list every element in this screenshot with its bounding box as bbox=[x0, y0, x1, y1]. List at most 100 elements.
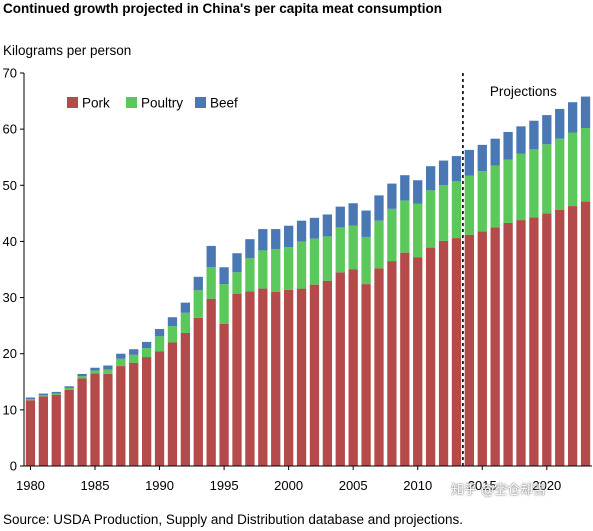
bar-pork-1996 bbox=[232, 293, 242, 466]
bar-poultry-2008 bbox=[387, 208, 397, 262]
bar-beef-1999 bbox=[271, 229, 281, 250]
bar-poultry-2016 bbox=[490, 165, 500, 228]
bar-beef-2005 bbox=[348, 203, 358, 226]
bar-beef-2013 bbox=[451, 156, 462, 182]
bar-pork-2009 bbox=[400, 252, 410, 466]
bar-poultry-1982 bbox=[51, 393, 61, 395]
bar-pork-2013 bbox=[451, 238, 462, 466]
bar-beef-2022 bbox=[567, 102, 578, 133]
bar-poultry-2015 bbox=[477, 171, 487, 232]
bar-poultry-1997 bbox=[245, 258, 255, 292]
bar-pork-2020 bbox=[542, 213, 552, 466]
bar-poultry-2003 bbox=[322, 236, 333, 281]
bar-poultry-1999 bbox=[271, 249, 281, 292]
bar-poultry-2010 bbox=[413, 203, 423, 258]
bar-poultry-1993 bbox=[193, 290, 203, 318]
bar-pork-2006 bbox=[361, 284, 371, 466]
watermark: 知乎 @空仓却吉 bbox=[451, 483, 547, 498]
bar-beef-2003 bbox=[322, 214, 333, 237]
bar-beef-2023 bbox=[580, 96, 591, 129]
bar-poultry-2013 bbox=[451, 181, 462, 239]
bar-poultry-1991 bbox=[167, 326, 178, 343]
y-tick-label-50: 50 bbox=[3, 178, 17, 193]
bar-pork-2023 bbox=[580, 201, 591, 466]
y-tick-label-40: 40 bbox=[3, 234, 17, 249]
bar-poultry-1981 bbox=[38, 395, 49, 397]
bar-beef-1986 bbox=[103, 365, 113, 370]
bar-poultry-2014 bbox=[464, 175, 475, 235]
bar-pork-1983 bbox=[64, 389, 74, 466]
bar-pork-2011 bbox=[425, 247, 436, 466]
bar-pork-1990 bbox=[154, 351, 165, 466]
bar-pork-2003 bbox=[322, 280, 333, 466]
bar-poultry-2011 bbox=[425, 190, 436, 248]
bar-poultry-2000 bbox=[283, 247, 294, 290]
legend-swatch-poultry bbox=[126, 97, 137, 108]
bar-beef-2000 bbox=[283, 225, 294, 248]
bar-poultry-1983 bbox=[64, 387, 74, 390]
bar-poultry-1995 bbox=[219, 284, 229, 324]
bar-pork-1995 bbox=[219, 323, 229, 466]
bar-beef-2015 bbox=[477, 144, 487, 172]
bar-beef-1995 bbox=[219, 267, 229, 285]
y-tick-label-20: 20 bbox=[3, 346, 17, 361]
bar-pork-2019 bbox=[529, 217, 539, 466]
bar-beef-2010 bbox=[413, 180, 423, 204]
bar-pork-1994 bbox=[206, 298, 216, 466]
bar-pork-2005 bbox=[348, 269, 358, 466]
bar-poultry-2005 bbox=[348, 225, 358, 270]
bar-beef-2002 bbox=[309, 217, 320, 239]
x-tick-label-1990: 1990 bbox=[145, 478, 174, 493]
chart-title: Continued growth projected in China's pe… bbox=[3, 1, 442, 16]
bar-poultry-2006 bbox=[361, 236, 371, 285]
bar-beef-1989 bbox=[141, 341, 152, 349]
bar-beef-1997 bbox=[245, 239, 255, 259]
bar-beef-1991 bbox=[167, 317, 178, 327]
bar-pork-1981 bbox=[38, 396, 49, 466]
bar-pork-1982 bbox=[51, 394, 61, 466]
bar-pork-1980 bbox=[25, 400, 36, 466]
legend-swatch-pork bbox=[67, 97, 78, 108]
bar-beef-2020 bbox=[542, 115, 552, 145]
bar-poultry-2017 bbox=[503, 159, 513, 223]
bar-beef-1996 bbox=[232, 253, 242, 273]
bar-pork-2002 bbox=[309, 284, 320, 466]
bar-pork-1999 bbox=[271, 291, 281, 466]
bar-poultry-2002 bbox=[309, 238, 320, 285]
bar-beef-2019 bbox=[529, 120, 539, 150]
x-tick-label-1985: 1985 bbox=[81, 478, 110, 493]
bar-pork-2016 bbox=[490, 227, 500, 466]
projections-label: Projections bbox=[490, 84, 557, 99]
bar-pork-2017 bbox=[503, 222, 513, 466]
bar-beef-1980 bbox=[25, 397, 36, 400]
bar-pork-1988 bbox=[129, 362, 139, 466]
x-tick-label-1980: 1980 bbox=[16, 478, 45, 493]
y-tick-label-30: 30 bbox=[3, 290, 17, 305]
bar-beef-1988 bbox=[129, 349, 139, 355]
bar-pork-1991 bbox=[167, 342, 178, 466]
source-note: Source: USDA Production, Supply and Dist… bbox=[3, 512, 464, 527]
bar-poultry-1980 bbox=[25, 399, 36, 401]
bar-poultry-1986 bbox=[103, 369, 113, 374]
bar-beef-1985 bbox=[90, 367, 100, 371]
bar-pork-2014 bbox=[464, 234, 475, 466]
y-tick-label-60: 60 bbox=[3, 122, 17, 137]
bar-poultry-2021 bbox=[555, 138, 565, 210]
bar-beef-1984 bbox=[77, 373, 87, 377]
bar-pork-2018 bbox=[516, 220, 526, 466]
x-tick-label-2005: 2005 bbox=[339, 478, 368, 493]
bar-beef-2004 bbox=[335, 206, 345, 228]
bar-beef-2007 bbox=[374, 195, 384, 221]
bar-poultry-1994 bbox=[206, 267, 216, 299]
bar-pork-1987 bbox=[116, 366, 126, 466]
bar-pork-1997 bbox=[245, 291, 255, 466]
bar-poultry-2012 bbox=[438, 185, 449, 241]
bar-poultry-1984 bbox=[77, 376, 87, 379]
bar-poultry-1996 bbox=[232, 272, 242, 294]
bar-pork-1992 bbox=[180, 332, 191, 466]
bar-pork-1986 bbox=[103, 373, 113, 466]
bar-beef-1990 bbox=[154, 329, 165, 337]
bar-beef-2018 bbox=[516, 126, 526, 154]
bar-beef-1998 bbox=[258, 229, 268, 251]
x-tick-label-2020: 2020 bbox=[532, 478, 561, 493]
